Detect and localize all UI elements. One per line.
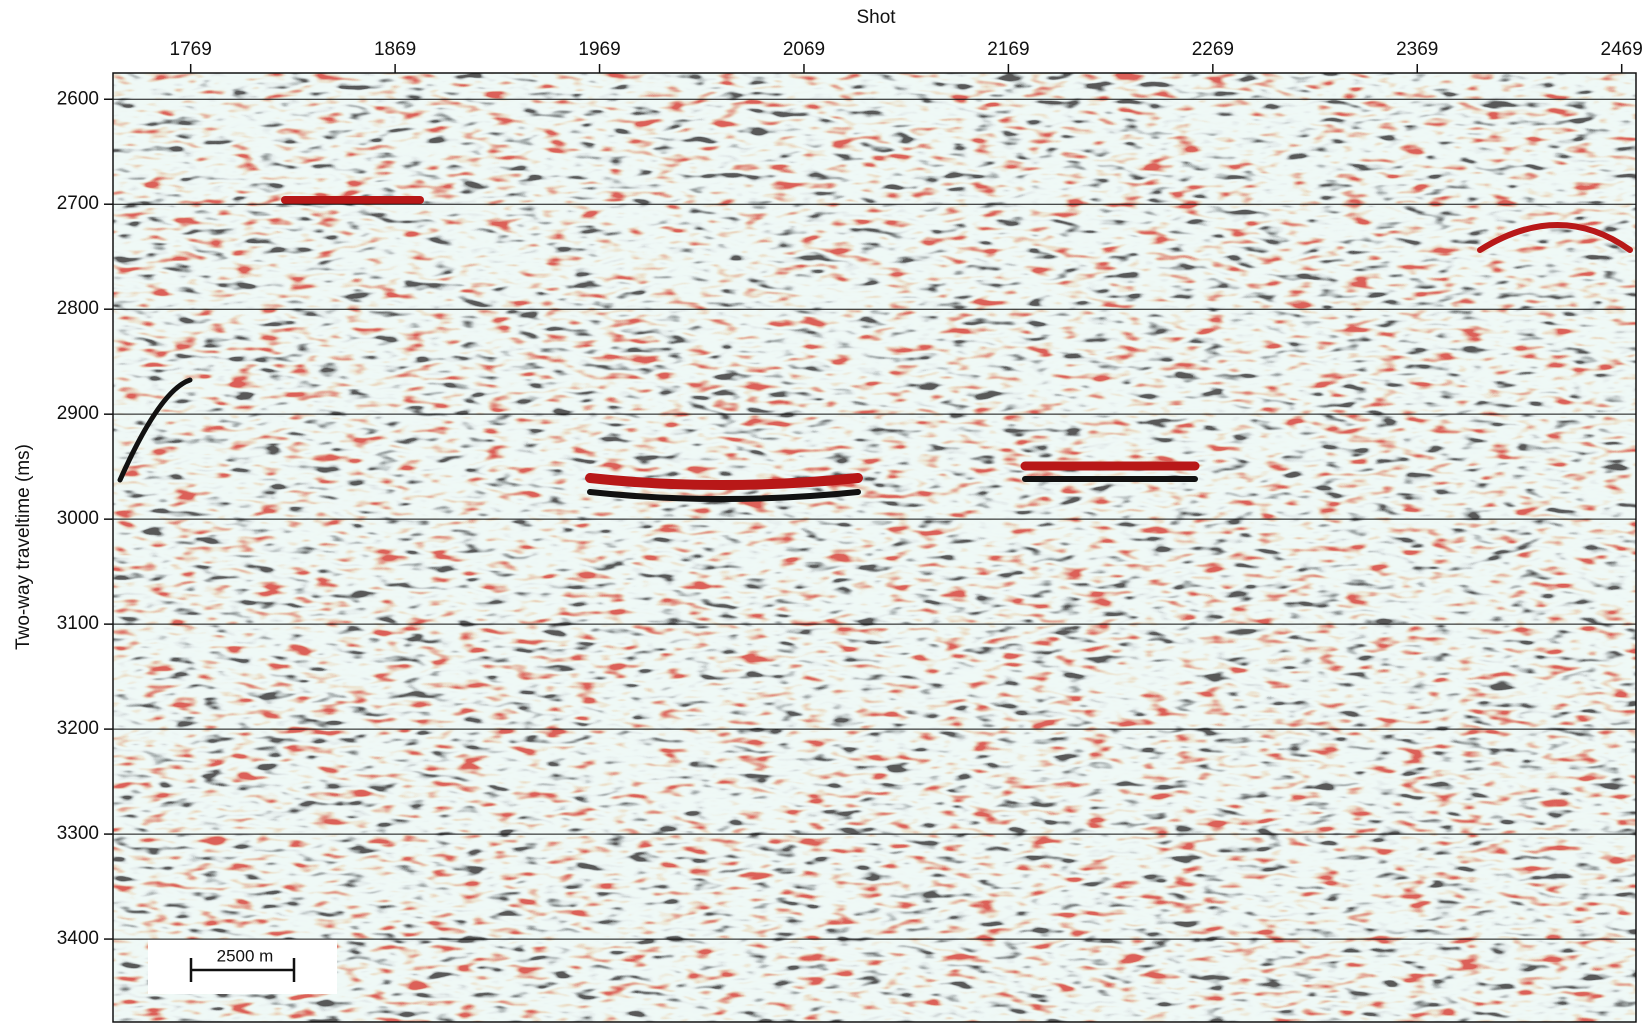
x-tick-label: 2069	[783, 39, 825, 60]
x-tick-label: 2369	[1396, 39, 1438, 60]
chart: Shot Two-way traveltime (ms) 2500 m 1769…	[0, 0, 1652, 1027]
x-tick-label: 2169	[987, 39, 1029, 60]
y-tick-label: 2700	[57, 193, 99, 214]
x-tick-label: 1869	[374, 39, 416, 60]
y-tick-label: 3100	[57, 613, 99, 634]
y-tick-label: 2900	[57, 403, 99, 424]
y-tick-label: 3200	[57, 718, 99, 739]
x-tick-label: 1769	[170, 39, 212, 60]
x-tick-label: 2269	[1192, 39, 1234, 60]
seismic-image	[113, 73, 1636, 1022]
y-tick-label: 3000	[57, 508, 99, 529]
scale-bar-label: 2500 m	[217, 946, 274, 965]
y-axis-title: Two-way traveltime (ms)	[13, 444, 34, 650]
y-tick-label: 2800	[57, 298, 99, 319]
y-tick-label: 2600	[57, 88, 99, 109]
page: Shot Two-way traveltime (ms) 2500 m 1769…	[0, 0, 1652, 1027]
y-tick-label: 3400	[57, 928, 99, 949]
x-tick-label: 2469	[1601, 39, 1643, 60]
x-axis-title: Shot	[856, 7, 896, 28]
x-tick-label: 1969	[578, 39, 620, 60]
y-tick-label: 3300	[57, 823, 99, 844]
